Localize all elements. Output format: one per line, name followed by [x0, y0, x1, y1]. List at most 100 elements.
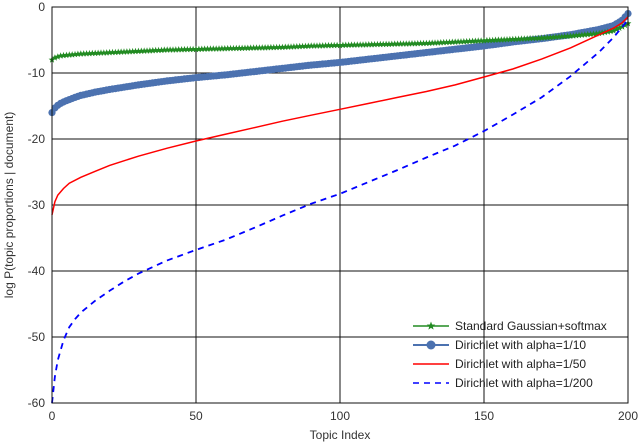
series-marker [405, 40, 413, 47]
series-marker [57, 52, 65, 59]
series-marker [339, 41, 347, 49]
series-marker [532, 34, 540, 42]
series-marker [123, 48, 131, 55]
series-marker [543, 34, 551, 41]
series-marker [497, 36, 505, 43]
series-marker [333, 41, 341, 49]
series-marker [68, 51, 76, 58]
series-marker [463, 37, 471, 45]
series-marker [54, 53, 62, 60]
series-marker [215, 45, 223, 52]
series-marker [178, 46, 185, 53]
series-marker [63, 51, 70, 59]
series-marker [483, 36, 491, 44]
series-marker [183, 45, 191, 53]
series-marker [457, 38, 465, 45]
series-marker [287, 43, 295, 50]
series-marker [244, 44, 252, 51]
legend-item: Dirichlet with alpha=1/200 [413, 376, 593, 390]
y-tick-label: 0 [38, 0, 45, 14]
series-marker [255, 44, 263, 51]
series-marker [65, 51, 73, 58]
series-marker [270, 43, 278, 51]
series-marker [555, 33, 563, 40]
x-tick-label: 0 [49, 409, 56, 423]
series-marker [88, 49, 96, 57]
series-layer [48, 10, 632, 404]
series-marker [474, 37, 482, 44]
series-marker [126, 48, 134, 55]
series-marker [569, 32, 577, 39]
series-marker [330, 41, 338, 49]
series-marker [613, 25, 620, 33]
plot-frame [51, 6, 629, 404]
series-marker [97, 49, 105, 56]
series-marker [477, 37, 485, 44]
series-marker [181, 45, 188, 53]
series-marker [592, 30, 600, 37]
series-marker [253, 44, 260, 51]
series-marker [417, 39, 425, 47]
x-tick-label: 100 [330, 409, 350, 423]
series-marker [111, 48, 119, 56]
x-tick-label: 50 [189, 409, 203, 423]
series-marker [296, 42, 304, 50]
series-marker [160, 46, 168, 53]
series-marker [204, 45, 211, 52]
series-marker [538, 34, 545, 41]
series-marker [379, 40, 387, 48]
series-marker [137, 47, 145, 54]
series-marker [552, 33, 560, 40]
series-marker [94, 49, 102, 56]
series-marker [492, 36, 499, 43]
series-marker [250, 44, 257, 51]
series-marker [590, 30, 597, 37]
series-marker [209, 45, 217, 52]
series-marker [408, 40, 416, 47]
series-marker [198, 45, 206, 52]
series-marker [359, 41, 367, 48]
series-marker [273, 43, 281, 51]
series-marker [267, 43, 275, 51]
series-marker [299, 42, 306, 50]
series-marker [495, 36, 502, 43]
series-marker [506, 35, 514, 43]
series-marker [100, 49, 108, 56]
x-axis-title: Topic Index [310, 428, 371, 442]
series-marker [469, 37, 476, 45]
series-marker [451, 38, 459, 45]
x-tick-label: 150 [474, 409, 494, 423]
series-marker [423, 39, 430, 47]
series-marker [428, 39, 436, 46]
legend-marker [426, 340, 436, 350]
series-marker [394, 40, 401, 47]
legend-item: Dirichlet with alpha=1/50 [413, 357, 586, 371]
series-marker [290, 43, 298, 50]
series-marker [385, 40, 393, 48]
series-marker [212, 45, 220, 52]
series-marker [518, 35, 525, 42]
series-marker [227, 44, 234, 52]
series-marker [166, 46, 174, 53]
legend-label: Dirichlet with alpha=1/200 [455, 376, 593, 390]
series-marker [230, 44, 237, 52]
series-marker [371, 40, 378, 48]
series-marker [399, 40, 407, 47]
y-tick-label: -40 [28, 264, 46, 278]
series-marker [520, 35, 528, 42]
legend: Standard Gaussian+softmax Dirichlet with … [413, 319, 607, 390]
series-marker [448, 38, 456, 45]
series-line [51, 16, 629, 216]
series-marker [71, 50, 79, 58]
series-marker [587, 30, 594, 38]
series-marker [235, 44, 243, 52]
series-marker [279, 43, 286, 51]
series-marker [247, 44, 255, 51]
series-marker [420, 39, 427, 47]
legend-label: Dirichlet with alpha=1/50 [455, 357, 586, 371]
series-marker [232, 44, 240, 52]
series-marker [440, 38, 448, 46]
series-marker [336, 41, 344, 49]
series-marker [541, 34, 548, 41]
y-tick-label: -30 [28, 198, 46, 212]
